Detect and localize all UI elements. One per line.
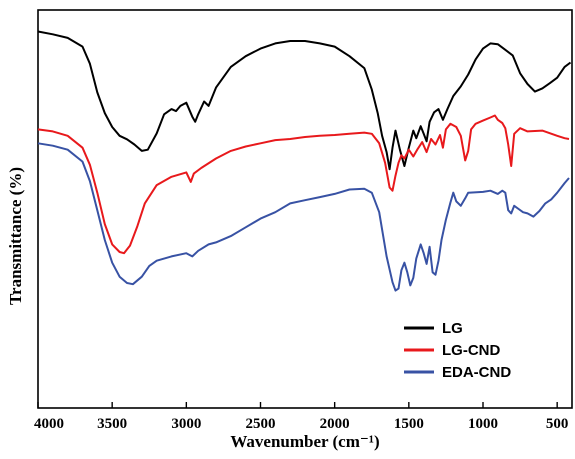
x-tick-label: 3000 <box>171 416 201 432</box>
legend-label-eda-cnd: EDA-CND <box>442 364 511 381</box>
y-axis-label: Transmittance (%) <box>6 167 25 305</box>
x-tick-label: 500 <box>546 416 569 432</box>
series-lines <box>37 30 572 292</box>
series-line-eda-cnd <box>37 142 570 292</box>
x-axis-ticks: 4000 3500 3000 2500 2000 1500 1000 500 <box>34 402 568 432</box>
series-line-lg <box>37 30 572 171</box>
x-tick-label: 2000 <box>320 416 350 432</box>
series-line-lg-cnd <box>37 114 570 255</box>
x-tick-label: 4000 <box>34 416 64 432</box>
legend: LG LG-CND EDA-CND <box>404 320 511 381</box>
x-tick-label: 1500 <box>394 416 424 432</box>
legend-label-lg: LG <box>442 320 463 337</box>
x-tick-label: 3500 <box>97 416 127 432</box>
plot-frame <box>37 9 573 409</box>
x-tick-label: 1000 <box>468 416 498 432</box>
legend-label-lg-cnd: LG-CND <box>442 342 500 359</box>
x-axis-label: Wavenumber (cm⁻¹) <box>230 432 379 451</box>
x-tick-label: 2500 <box>246 416 276 432</box>
